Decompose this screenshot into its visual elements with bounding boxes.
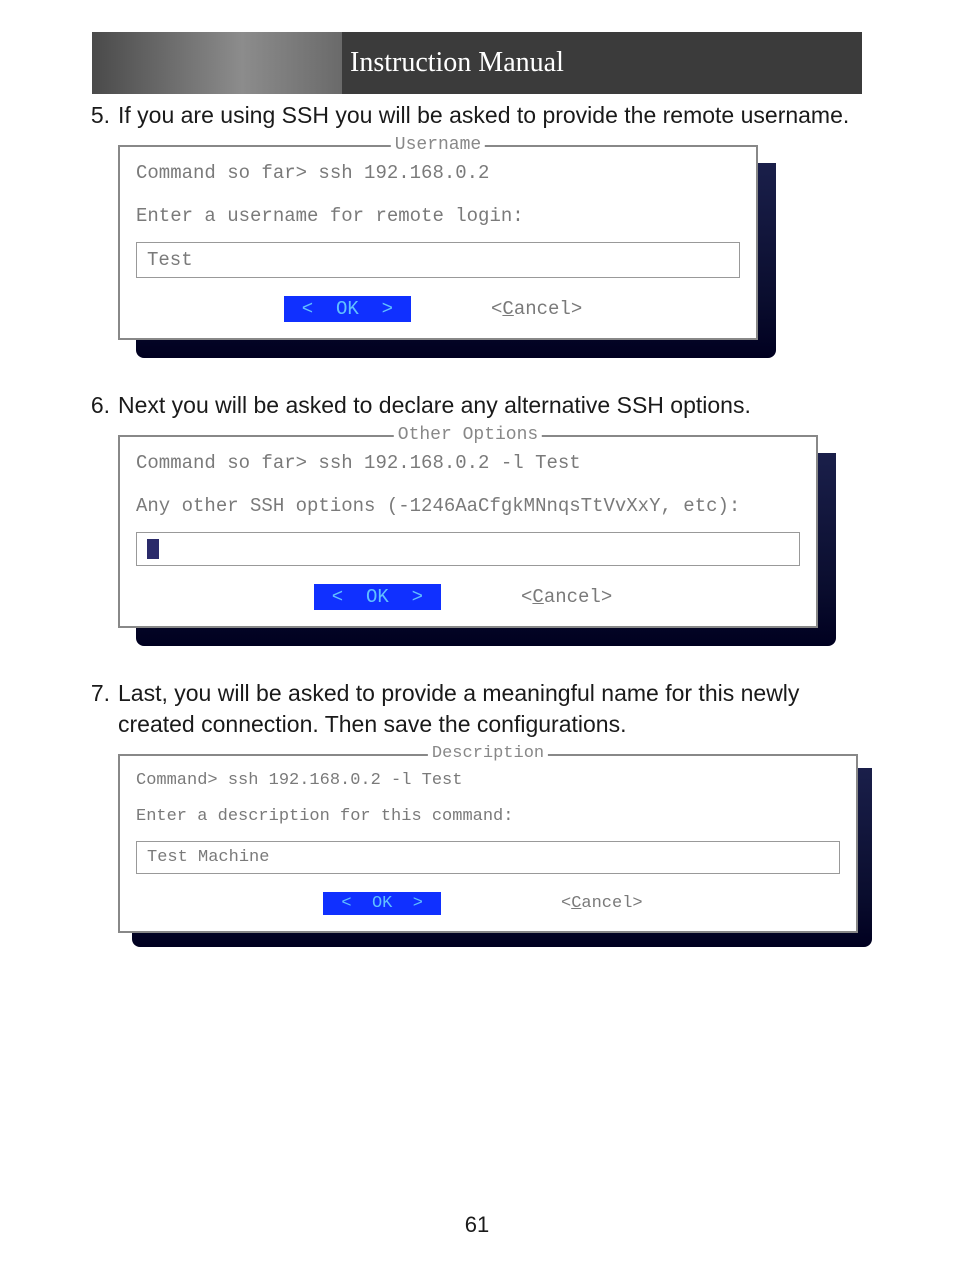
manual-title: Instruction Manual — [350, 47, 564, 79]
command-so-far: Command> ssh 192.168.0.2 -l Test — [136, 768, 840, 794]
options-input[interactable] — [136, 532, 800, 566]
command-so-far: Command so far> ssh 192.168.0.2 -l Test — [136, 449, 800, 478]
step-6-text: Next you will be asked to declare any al… — [118, 390, 862, 421]
header-dark: Instruction Manual — [342, 32, 862, 94]
dialog-title: Username — [391, 135, 485, 155]
username-input[interactable]: Test — [136, 242, 740, 278]
dialog-box: Other Options Command so far> ssh 192.16… — [118, 435, 818, 628]
options-dialog: Other Options Command so far> ssh 192.16… — [118, 435, 862, 628]
header-gradient — [92, 32, 342, 94]
command-so-far: Command so far> ssh 192.168.0.2 — [136, 159, 740, 188]
dialog-box: Username Command so far> ssh 192.168.0.2… — [118, 145, 758, 340]
button-row: < OK > <Cancel> — [136, 296, 740, 322]
input-value: Test — [147, 249, 193, 271]
prompt-text: Enter a username for remote login: — [136, 202, 740, 231]
header-band: Instruction Manual — [92, 32, 862, 94]
dialog-title: Description — [428, 744, 548, 763]
step-6: 6. Next you will be asked to declare any… — [78, 390, 862, 421]
step-5: 5. If you are using SSH you will be aske… — [78, 100, 862, 131]
description-input[interactable]: Test Machine — [136, 841, 840, 874]
dialog-box: Description Command> ssh 192.168.0.2 -l … — [118, 754, 858, 933]
step-7: 7. Last, you will be asked to provide a … — [78, 678, 862, 740]
step-7-text: Last, you will be asked to provide a mea… — [118, 678, 862, 740]
cancel-button[interactable]: <Cancel> — [511, 584, 622, 610]
ok-button[interactable]: < OK > — [284, 296, 411, 322]
input-value: Test Machine — [147, 848, 269, 867]
button-row: < OK > <Cancel> — [136, 892, 840, 915]
username-dialog: Username Command so far> ssh 192.168.0.2… — [118, 145, 862, 340]
page-number: 61 — [0, 1212, 954, 1238]
ok-button[interactable]: < OK > — [323, 892, 441, 915]
prompt-text: Enter a description for this command: — [136, 804, 840, 830]
prompt-text: Any other SSH options (-1246AaCfgkMNnqsT… — [136, 492, 800, 521]
description-dialog: Description Command> ssh 192.168.0.2 -l … — [118, 754, 862, 933]
cancel-button[interactable]: <Cancel> — [551, 892, 653, 915]
step-6-number: 6. — [78, 390, 118, 421]
page-content: 5. If you are using SSH you will be aske… — [78, 100, 862, 983]
step-5-number: 5. — [78, 100, 118, 131]
text-cursor — [147, 539, 159, 559]
ok-button[interactable]: < OK > — [314, 584, 441, 610]
button-row: < OK > <Cancel> — [136, 584, 800, 610]
dialog-title: Other Options — [394, 425, 542, 445]
cancel-button[interactable]: <Cancel> — [481, 296, 592, 322]
step-7-number: 7. — [78, 678, 118, 740]
step-5-text: If you are using SSH you will be asked t… — [118, 100, 862, 131]
